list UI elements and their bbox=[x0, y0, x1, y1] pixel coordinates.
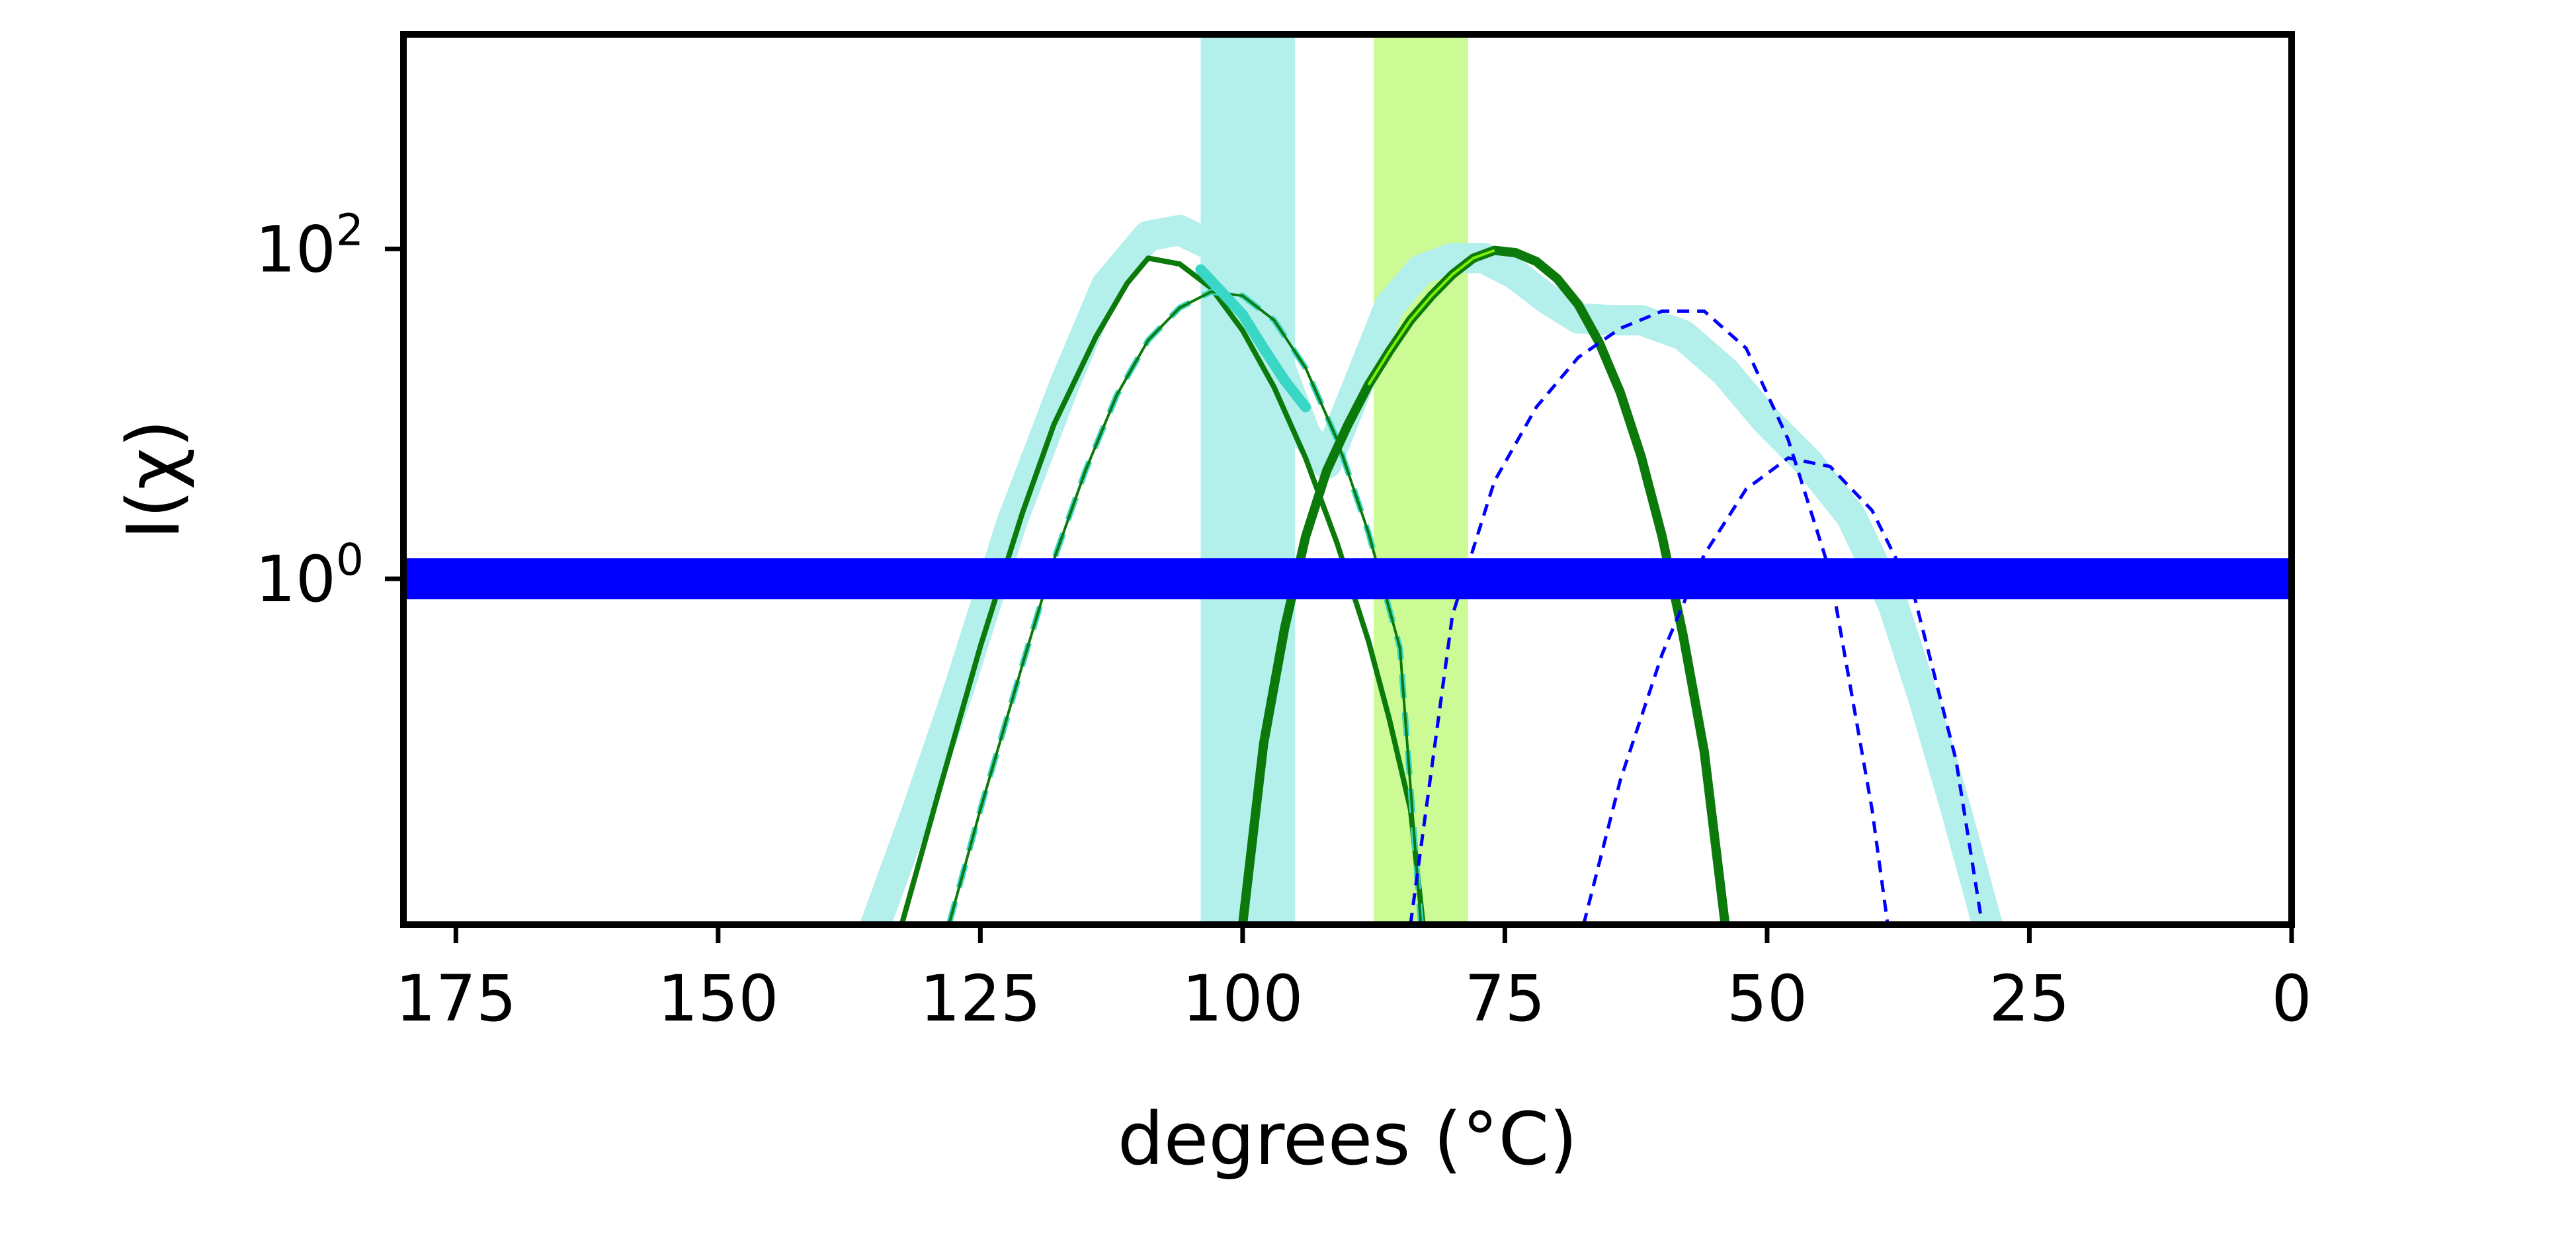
y-axis-label: I(χ) bbox=[111, 419, 196, 540]
series-line-solid-dark-thin bbox=[899, 255, 1426, 925]
series-line-envelope bbox=[860, 215, 2003, 925]
x-tick-label: 50 bbox=[1727, 962, 1807, 1036]
series-line-teal-segment bbox=[1195, 264, 1311, 413]
axes: 175 150 125 100 75 50 25 0 100 102 bbox=[255, 204, 2312, 1036]
x-tick-label: 75 bbox=[1464, 962, 1545, 1036]
y-tick-label: 102 bbox=[255, 204, 364, 286]
x-tick-label: 150 bbox=[657, 962, 778, 1036]
x-tick-label: 0 bbox=[2271, 962, 2311, 1036]
plot-frame bbox=[400, 31, 2295, 928]
x-tick-label: 125 bbox=[920, 962, 1041, 1036]
series-highlight-lime bbox=[1367, 249, 1495, 386]
series-line-dashed-blue bbox=[1409, 309, 1890, 925]
series-line-core bbox=[947, 290, 1423, 925]
x-tick-label: 175 bbox=[395, 962, 517, 1036]
x-tick-label: 25 bbox=[1989, 962, 2069, 1036]
x-axis-label: degrees (°C) bbox=[1118, 1097, 1577, 1181]
plot-area bbox=[403, 34, 2292, 925]
series-line-dashed-blue bbox=[1581, 456, 1984, 925]
shaded-band-lime bbox=[1374, 34, 1468, 925]
y-tick-label: 100 bbox=[255, 534, 364, 616]
shaded-band-cyan bbox=[1200, 34, 1296, 925]
x-tick-label: 100 bbox=[1182, 962, 1303, 1036]
